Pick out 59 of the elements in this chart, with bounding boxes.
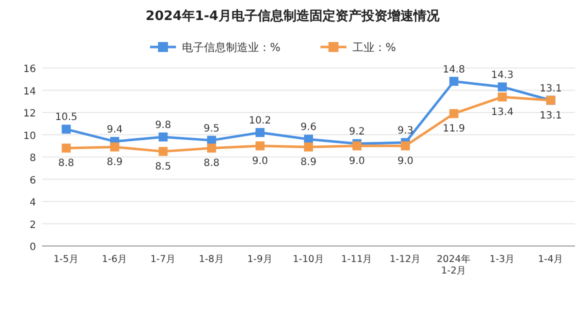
point bbox=[62, 144, 71, 153]
point bbox=[256, 141, 265, 150]
x-tick-label: 1-9月 bbox=[247, 254, 273, 265]
data-label: 9.5 bbox=[204, 123, 220, 134]
data-label: 10.2 bbox=[248, 116, 272, 127]
point bbox=[449, 109, 458, 118]
data-label: 9.4 bbox=[106, 124, 123, 136]
point bbox=[158, 132, 168, 142]
data-label: 9.6 bbox=[300, 122, 316, 134]
data-label: 8.5 bbox=[155, 161, 172, 172]
data-label: 9.8 bbox=[155, 120, 172, 131]
x-tick-label: 1-4月 bbox=[538, 254, 564, 265]
y-tick-label: 4 bbox=[30, 198, 36, 208]
data-label: 8.8 bbox=[204, 158, 220, 170]
x-tick-label: 1-11月 bbox=[341, 254, 373, 265]
x-tick-label: 1-10月 bbox=[292, 254, 324, 265]
chart-title: 2024年1-4月电子信息制造固定资产投资增速情况 bbox=[146, 8, 440, 24]
y-tick-label: 16 bbox=[23, 64, 36, 75]
point bbox=[498, 82, 507, 92]
y-tick-label: 12 bbox=[23, 108, 36, 120]
x-tick-label: 1-12月 bbox=[390, 254, 422, 265]
x-tick-label: 1-5月 bbox=[53, 254, 79, 265]
x-tick-label: 1-6月 bbox=[102, 254, 128, 265]
legend-label: 电子信息制造业：% bbox=[182, 41, 280, 54]
data-label: 11.9 bbox=[442, 124, 465, 135]
data-label: 14.3 bbox=[491, 70, 514, 81]
legend-label: 工业：% bbox=[352, 41, 396, 54]
point bbox=[498, 92, 507, 102]
point bbox=[400, 141, 410, 150]
data-label: 13.1 bbox=[540, 110, 562, 122]
data-label: 9.0 bbox=[349, 156, 365, 167]
y-tick-label: 0 bbox=[30, 242, 36, 253]
data-label: 13.1 bbox=[540, 83, 562, 94]
y-tick-label: 8 bbox=[30, 153, 36, 164]
y-tick-label: 14 bbox=[23, 86, 36, 98]
data-label: 8.9 bbox=[300, 156, 316, 168]
data-label: 9.0 bbox=[397, 156, 414, 167]
data-label: 8.8 bbox=[58, 158, 74, 170]
data-label: 9.2 bbox=[349, 126, 365, 138]
point bbox=[110, 142, 120, 152]
point bbox=[304, 142, 313, 152]
point bbox=[207, 144, 216, 153]
x-tick-label: 1-7月 bbox=[150, 254, 176, 265]
data-label: 13.4 bbox=[491, 106, 514, 118]
point bbox=[449, 76, 458, 86]
point bbox=[62, 124, 71, 134]
data-label: 14.8 bbox=[442, 64, 465, 76]
point bbox=[256, 128, 265, 138]
y-tick-label: 2 bbox=[30, 220, 36, 231]
data-label: 10.5 bbox=[55, 112, 78, 124]
x-tick-label: 2024年 1-2月 bbox=[436, 253, 471, 276]
point bbox=[158, 146, 168, 156]
y-tick-label: 10 bbox=[23, 130, 36, 142]
data-label: 9.0 bbox=[252, 156, 268, 167]
x-tick-label: 1-3月 bbox=[490, 254, 516, 265]
y-tick-label: 6 bbox=[30, 175, 36, 186]
x-tick-label: 1-8月 bbox=[198, 254, 224, 265]
data-label: 8.9 bbox=[106, 156, 123, 168]
data-label: 9.3 bbox=[397, 126, 414, 137]
